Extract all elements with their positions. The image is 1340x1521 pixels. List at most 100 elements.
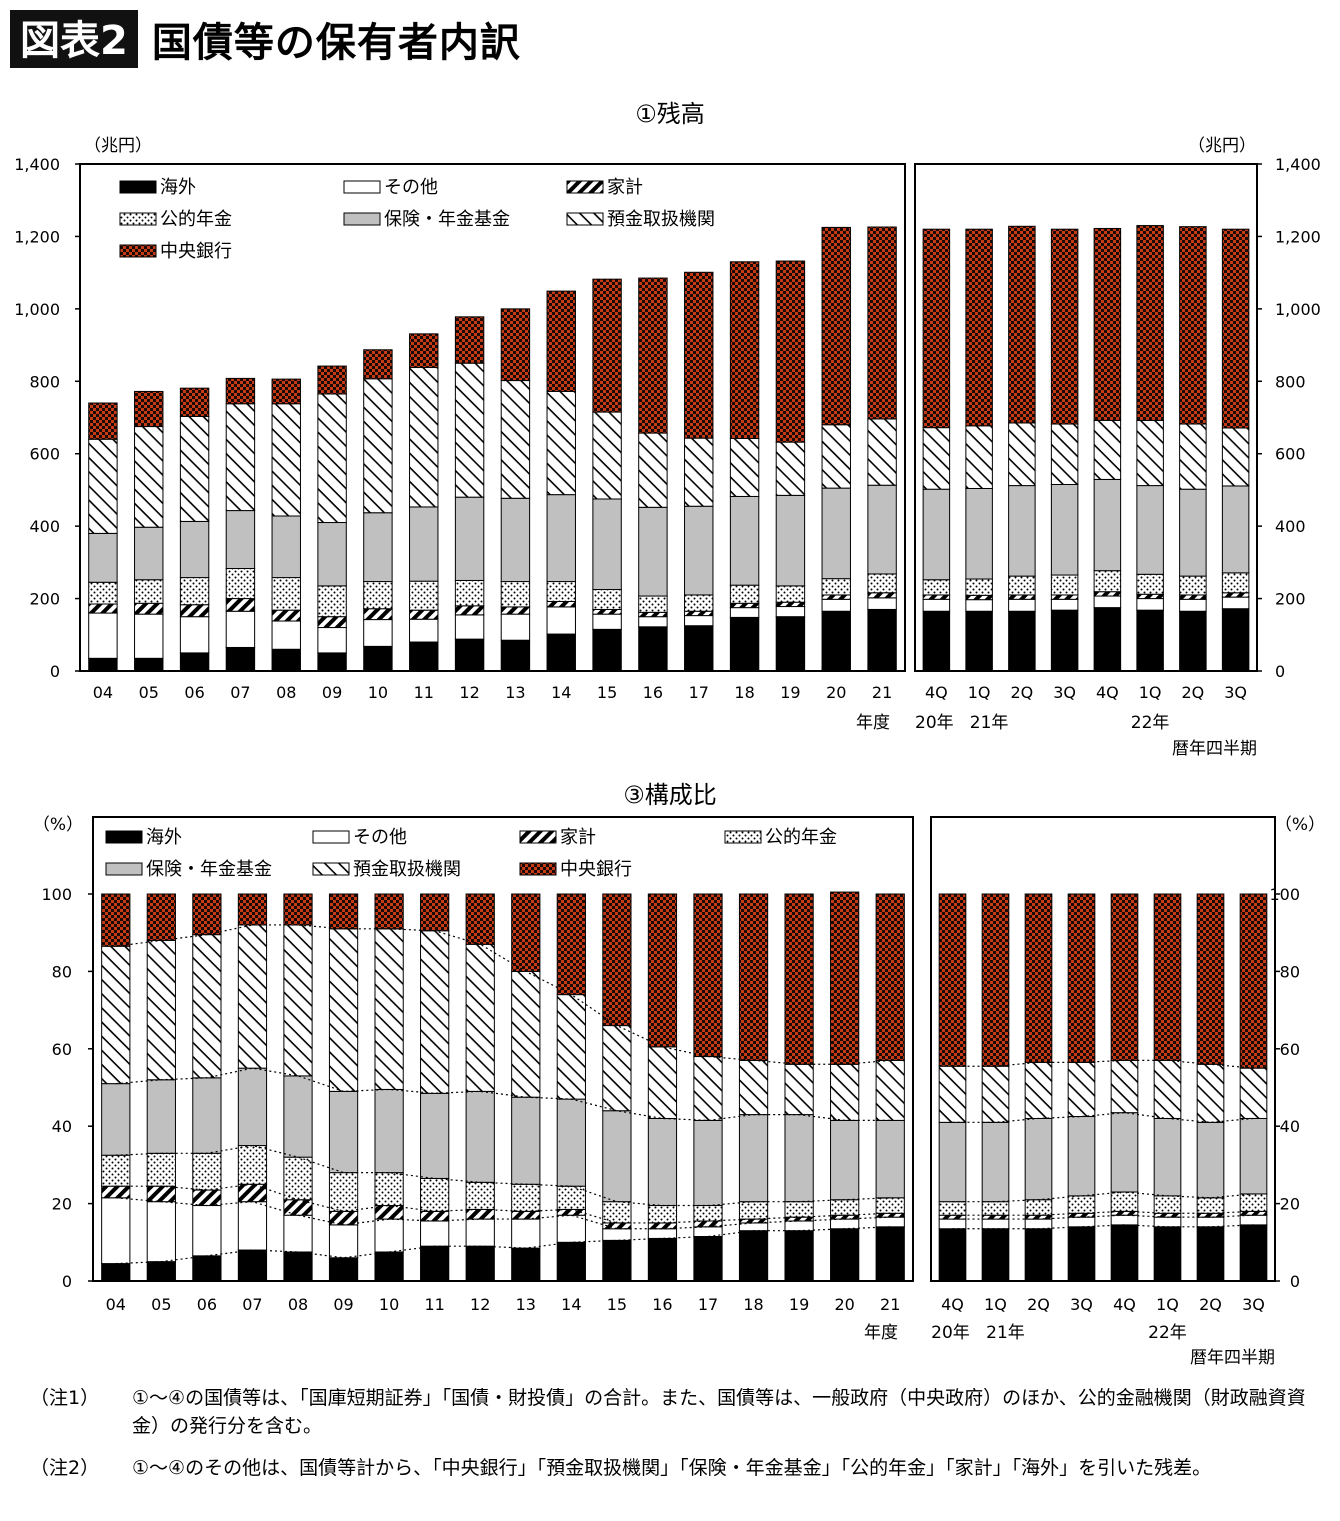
chart1-panel1-bar-central-bank: [179, 387, 210, 417]
chart2-panel1-bar-insurance: [374, 1088, 404, 1174]
chart1-panel1-xtick: 18: [734, 683, 754, 702]
chart2-panel1-bar-central-bank: [101, 893, 131, 947]
chart1-panel2-bar-central-bank: [1136, 225, 1164, 421]
chart1-panel1-bar-pension: [592, 589, 622, 610]
chart1-ytick-right: 1,000: [1275, 300, 1321, 319]
chart1-panel1-xtick: 19: [780, 683, 800, 702]
chart2-panel1-bar-central-bank: [237, 893, 268, 926]
figure-badge: 図表2: [10, 10, 138, 68]
chart1-legend-label-pension: 公的年金: [160, 209, 232, 230]
chart1-panel1-bar-pension: [225, 568, 256, 600]
chart2-panel1-bar-pension: [374, 1172, 404, 1207]
chart2-panel1-bar-household: [875, 1212, 905, 1218]
chart2-panel1-connector-overseas: [115, 1226, 891, 1265]
chart1-panel1-bar-pension: [638, 595, 668, 613]
chart1-legend-swatch-overseas: [119, 180, 157, 194]
chart1-panel1-bar-depository: [867, 418, 897, 486]
chart2-panel1-bar-central-bank: [146, 893, 176, 941]
chart1-panel2-bar-overseas: [1050, 609, 1079, 672]
chart2-legend-label-depository: 預金取扱機関: [353, 859, 461, 880]
chart2-panel2-xtick: 4Q: [1113, 1295, 1136, 1314]
chart2-panel1-bar-pension: [602, 1201, 632, 1224]
chart1-panel1-bar-central-bank: [363, 349, 393, 380]
chart1-panel1-bar-central-bank: [225, 377, 256, 405]
chart1-panel1-bar-household: [546, 600, 576, 608]
chart2-ytick-right: 20: [1280, 1195, 1300, 1214]
chart1-title: ①残高: [635, 100, 705, 128]
chart1-panel2-bar-central-bank: [1050, 228, 1079, 425]
chart2-panel2-bar-pension: [1196, 1197, 1225, 1214]
chart1-ytick-right: 400: [1275, 517, 1306, 536]
chart1-panel1-bar-overseas: [225, 646, 256, 672]
chart2-panel1-bar-other: [283, 1214, 313, 1253]
chart1-panel1-bar-central-bank: [638, 277, 668, 434]
chart2-panel1-bar-pension: [420, 1177, 450, 1212]
chart1-panel1-bar-other: [409, 618, 439, 643]
chart2-panel2-connector-other: [952, 1214, 1254, 1220]
chart2-panel1-bar-pension: [101, 1154, 131, 1187]
chart2-panel1-bar-overseas: [556, 1241, 586, 1282]
chart2-panel1-bar-other: [647, 1228, 678, 1239]
chart2-ylabel-left: （%）: [33, 815, 83, 835]
chart1-panel2-bar-pension: [1136, 573, 1164, 595]
chart2-panel1-bar-central-bank: [420, 893, 450, 932]
chart2-panel1-bar-household: [374, 1205, 404, 1220]
chart1-panel1-bar-central-bank: [867, 226, 897, 420]
chart1-panel1-bar-household: [775, 601, 806, 608]
chart2-panel2-bar-household: [981, 1214, 1010, 1220]
chart1-panel1-bar-insurance: [729, 495, 760, 586]
chart1-panel2-xtick: 4Q: [1096, 683, 1119, 702]
chart2-panel1-bar-depository: [237, 924, 268, 1069]
chart2-panel2-bar-depository: [1024, 1061, 1053, 1119]
chart1-panel2-bar-other: [1093, 595, 1122, 609]
chart1-panel2-bar-depository: [922, 427, 951, 490]
chart1-legend-label-household: 家計: [607, 177, 643, 198]
chart2-panel1-bar-other: [420, 1220, 450, 1247]
chart1-panel2-year-label: 20年: [915, 713, 954, 733]
chart1-panel1-bar-other: [684, 615, 714, 627]
chart1-panel1-bar-other: [638, 616, 668, 628]
chart2-panel1-bar-overseas: [146, 1261, 176, 1282]
chart2-panel1-connector-other: [115, 1197, 891, 1230]
chart1-panel1-bar-depository: [225, 403, 256, 512]
chart2-panel2-bar-insurance: [1153, 1117, 1182, 1197]
chart2-panel1-bar-depository: [283, 924, 313, 1077]
chart2-panel2-bar-pension: [1024, 1199, 1053, 1216]
chart2-panel2-year-label: 22年: [1148, 1323, 1187, 1343]
chart2-panel1-bar-insurance: [693, 1119, 723, 1207]
chart1-panel1-bar-pension: [775, 585, 806, 603]
chart2-panel2-connector-insurance: [952, 1112, 1254, 1123]
chart2-legend-label-household: 家計: [560, 827, 596, 848]
chart1-panel2-bar-central-bank: [1008, 225, 1036, 424]
chart1-legend-label-depository: 預金取扱機関: [607, 209, 715, 230]
chart1-panel1-bar-depository: [500, 380, 531, 499]
chart1-legend-swatch-insurance: [343, 212, 381, 226]
chart2-panel2-connector-pension: [952, 1191, 1254, 1203]
chart2-legend-swatch-depository: [312, 862, 350, 876]
chart1-panel1-bar-central-bank: [500, 308, 531, 382]
chart1-panel1-bar-central-bank: [775, 260, 806, 443]
chart2-panel1-xtick: 04: [106, 1295, 126, 1314]
chart2-panel1-bar-pension: [647, 1205, 678, 1224]
chart1-panel1-bar-depository: [271, 403, 301, 517]
chart2-panel2-bar-pension: [1153, 1195, 1182, 1214]
chart1-panel2-bar-depository: [1008, 422, 1036, 487]
chart1-panel1-bar-overseas: [363, 645, 393, 672]
chart2-panel1-xtick: 15: [607, 1295, 627, 1314]
chart1-panel1-xtick: 20: [826, 683, 846, 702]
chart1-panel1-bar-household: [867, 592, 897, 599]
chart2-panel2-connector-overseas: [952, 1224, 1254, 1230]
chart1-panel1-bar-depository: [88, 438, 118, 534]
chart1-panel1-bar-overseas: [271, 648, 301, 672]
chart1-panel1-xtick: 12: [459, 683, 479, 702]
note-1-label: （注1）: [30, 1387, 100, 1409]
chart1-panel2-bar-overseas: [965, 610, 993, 672]
chart2-panel1-bar-household: [511, 1210, 541, 1220]
chart1-panel2-xtick: 2Q: [1010, 683, 1033, 702]
chart2-panel1-bar-central-bank: [328, 893, 359, 930]
chart2-panel1-bar-insurance: [146, 1079, 176, 1154]
chart1-panel2-frame: [914, 163, 1258, 672]
chart1-panel2-bar-insurance: [1136, 485, 1164, 575]
chart2-panel2-bar-overseas: [1024, 1228, 1053, 1282]
